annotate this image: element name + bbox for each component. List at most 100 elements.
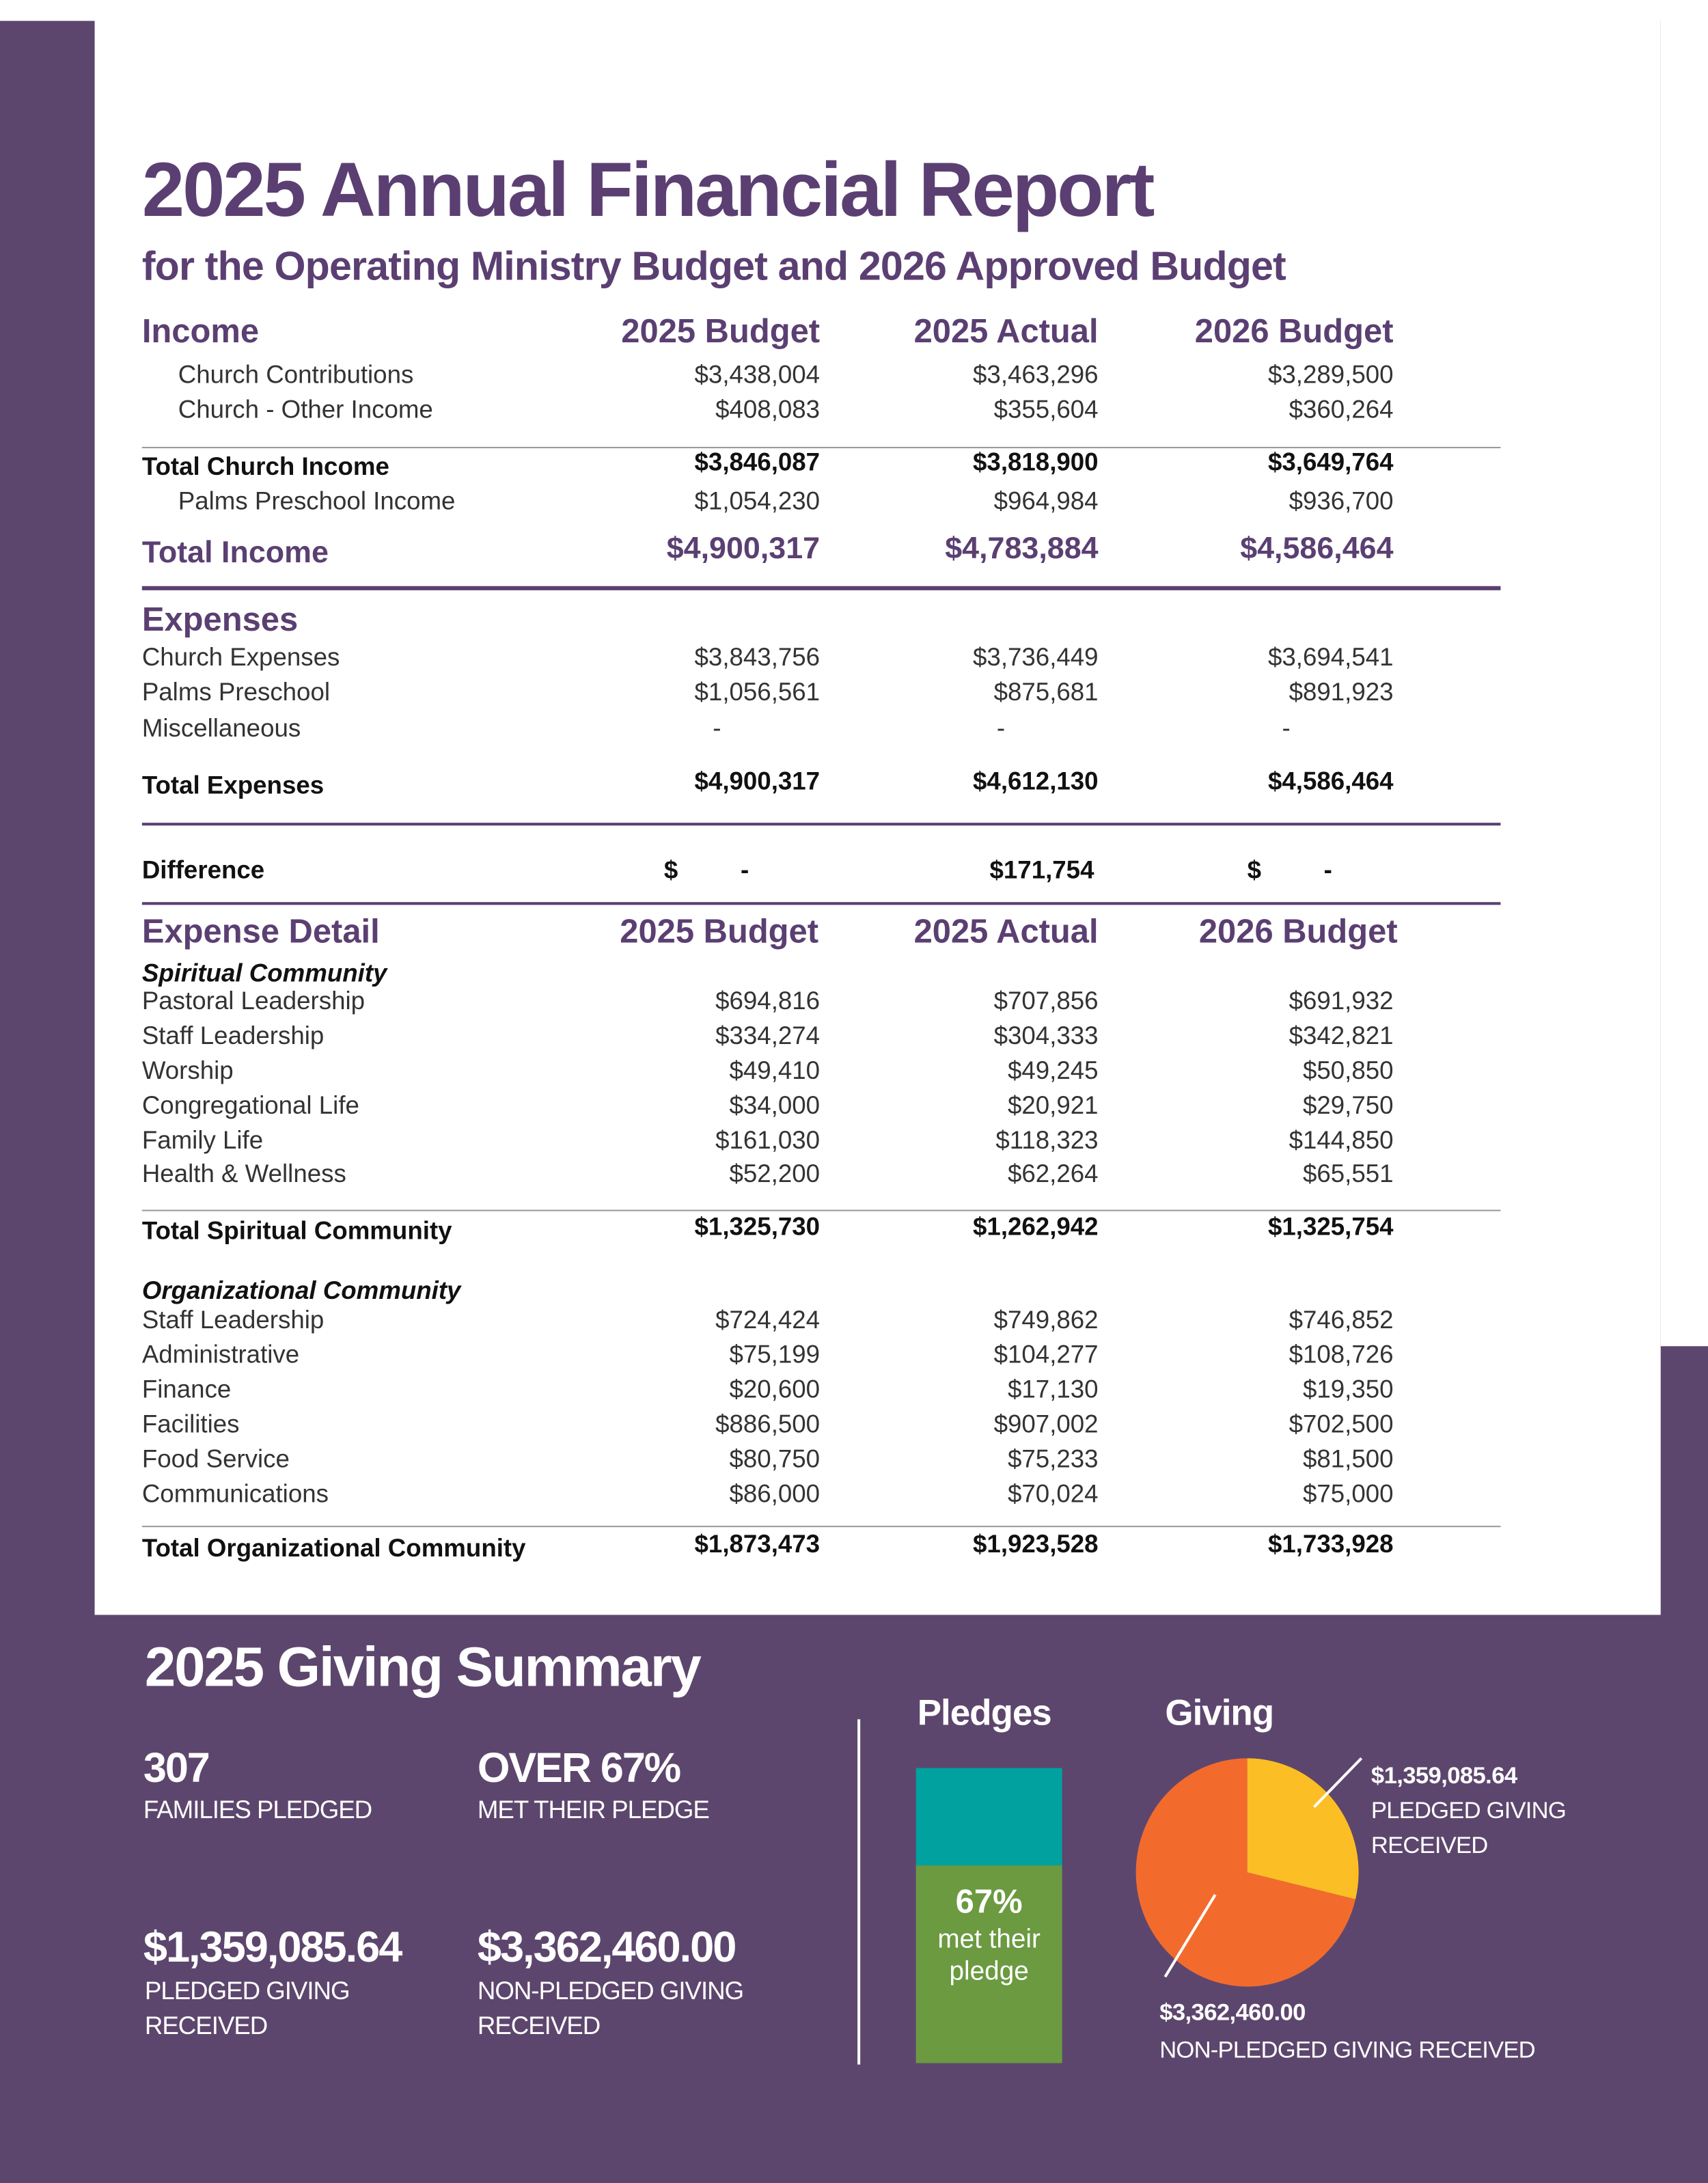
row-label: Palms Preschool: [141, 678, 331, 706]
row-label: Facilities: [141, 1410, 240, 1438]
report-sheet: [94, 0, 1661, 1615]
row-value: $691,932: [1289, 987, 1394, 1015]
column-header: 2025 Budget: [621, 313, 821, 351]
stat-families-value: 307: [143, 1746, 210, 1792]
row-label: Staff Leadership: [141, 1021, 325, 1050]
row-value: $1,054,230: [694, 487, 821, 515]
row-value: $104,277: [993, 1341, 1099, 1369]
pie-leader-lines: [1163, 1757, 1363, 1978]
row-label: Difference: [141, 856, 265, 884]
row-label: Organizational Community: [141, 1276, 461, 1305]
column-header: 2025 Actual: [913, 313, 1099, 351]
leader-line-pledged: [1312, 1757, 1363, 1809]
column-header: 2025 Budget: [620, 913, 819, 951]
row-value: $304,333: [993, 1021, 1099, 1050]
row-value: $65,551: [1302, 1159, 1394, 1187]
row-value: $3,438,004: [694, 360, 821, 389]
row-label: Spiritual Community: [141, 959, 387, 987]
row-label: Total Church Income: [141, 452, 389, 480]
row-label: Palms Preschool Income: [178, 487, 456, 515]
row-value: $1,262,942: [973, 1212, 1099, 1241]
section-heading: Expense Detail: [141, 913, 380, 951]
page-margin-right: [1660, 0, 1708, 1347]
row-value: $886,500: [715, 1410, 821, 1438]
row-value: $749,862: [993, 1306, 1099, 1334]
row-label: Administrative: [141, 1341, 300, 1369]
row-value: $70,024: [1007, 1479, 1099, 1508]
row-value: $108,726: [1289, 1341, 1394, 1369]
row-value: $707,856: [993, 987, 1099, 1015]
row-value: $3,289,500: [1267, 360, 1394, 389]
bar-segment-not-met: [915, 1768, 1062, 1866]
row-value: $408,083: [715, 395, 821, 424]
pie-label-nonpledged-amount: $3,362,460.00: [1159, 1999, 1306, 2026]
row-value: $1,733,928: [1267, 1530, 1394, 1558]
row-value: $746,852: [1289, 1306, 1394, 1334]
leader-line-nonpledged: [1163, 1893, 1217, 1978]
row-value: $3,846,087: [694, 448, 821, 476]
row-value: $702,500: [1289, 1410, 1394, 1438]
column-header: 2026 Budget: [1194, 313, 1394, 351]
stat-families-label: FAMILIES PLEDGED: [143, 1796, 372, 1824]
stat-nonpledged-label: NON-PLEDGED GIVING RECEIVED: [477, 1977, 744, 2040]
row-label: Food Service: [141, 1444, 290, 1473]
pie-label-pledged-line1: PLEDGED GIVING: [1370, 1797, 1567, 1824]
row-value: $50,850: [1302, 1056, 1394, 1085]
row-value: $4,900,317: [694, 767, 821, 795]
row-value: $907,002: [993, 1410, 1099, 1438]
row-value: $724,424: [715, 1306, 821, 1334]
row-value: $334,274: [715, 1021, 821, 1050]
page-subtitle: for the Operating Ministry Budget and 20…: [141, 245, 1286, 290]
row-value: $49,410: [729, 1056, 821, 1085]
row-value: $3,818,900: [973, 448, 1099, 476]
divider-line: [141, 823, 1501, 826]
pie-slice-pledged: [1247, 1758, 1359, 1899]
row-value: $4,586,464: [1267, 767, 1394, 795]
row-value: $ -: [1247, 856, 1332, 884]
row-value: $49,245: [1007, 1056, 1099, 1085]
row-label: Family Life: [141, 1126, 264, 1155]
stat-pledged-value: $1,359,085.64: [143, 1922, 402, 1972]
row-value: $20,921: [1007, 1091, 1099, 1120]
bar-segment-met: [915, 1865, 1062, 2063]
row-label: Finance: [141, 1375, 232, 1403]
row-value: -: [1282, 714, 1291, 742]
row-label: Pastoral Leadership: [141, 987, 366, 1015]
row-value: $936,700: [1289, 487, 1394, 515]
row-value: $3,736,449: [973, 643, 1099, 672]
pledges-caption-1: met their: [937, 1925, 1041, 1955]
row-value: $4,783,884: [945, 530, 1099, 566]
pie-slice-nonpledged: [1135, 1758, 1356, 1987]
row-value: $161,030: [715, 1126, 821, 1155]
stat-nonpledged-value: $3,362,460.00: [477, 1922, 736, 1972]
row-value: $1,325,754: [1267, 1212, 1394, 1241]
page-title: 2025 Annual Financial Report: [141, 146, 1155, 233]
pledges-title: Pledges: [917, 1691, 1052, 1733]
row-label: Total Expenses: [141, 771, 325, 799]
row-value: $34,000: [729, 1091, 821, 1120]
row-label: Staff Leadership: [141, 1306, 325, 1334]
row-value: $75,000: [1302, 1479, 1394, 1508]
row-value: $62,264: [1007, 1159, 1099, 1187]
row-value: $891,923: [1289, 678, 1394, 706]
row-value: $29,750: [1302, 1091, 1394, 1120]
row-value: $3,649,764: [1267, 448, 1394, 476]
row-value: $171,754: [989, 856, 1094, 884]
row-value: $964,984: [993, 487, 1099, 515]
row-label: Communications: [141, 1479, 329, 1508]
section-divider: [857, 1719, 861, 2065]
row-value: $118,323: [995, 1126, 1099, 1155]
row-value: $75,199: [729, 1341, 821, 1369]
row-label: Church - Other Income: [178, 395, 433, 424]
row-value: $342,821: [1289, 1021, 1394, 1050]
column-header: 2026 Budget: [1198, 913, 1398, 951]
row-value: $75,233: [1007, 1444, 1099, 1473]
row-value: $694,816: [715, 987, 821, 1015]
row-value: $52,200: [729, 1159, 821, 1187]
row-value: $3,463,296: [973, 360, 1099, 389]
row-value: -: [713, 714, 721, 742]
row-value: $875,681: [993, 678, 1099, 706]
row-value: $3,694,541: [1267, 643, 1394, 672]
row-value: $1,873,473: [694, 1530, 821, 1558]
stat-met-label: MET THEIR PLEDGE: [477, 1796, 710, 1824]
